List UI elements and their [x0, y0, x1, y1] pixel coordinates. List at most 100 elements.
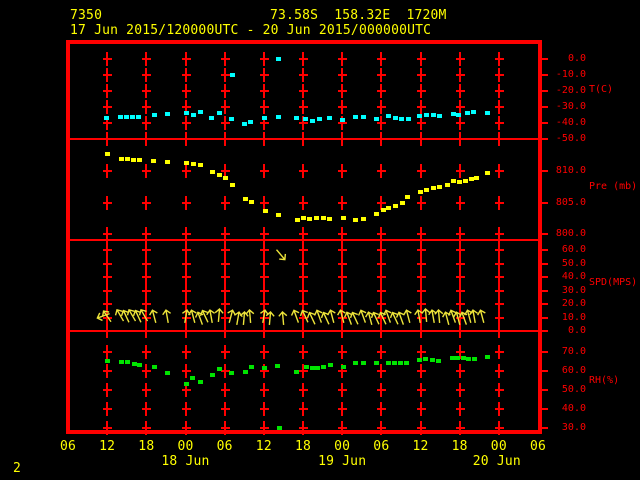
wind-arrow-icon: [239, 310, 249, 325]
axis-tick: [539, 351, 548, 353]
humidity-data-point: [229, 371, 235, 376]
pressure-data-point: [165, 160, 171, 165]
humidity-data-point: [310, 365, 316, 370]
grid-plus-vertical: [341, 132, 344, 146]
grid-plus-horizontal: [338, 427, 348, 429]
temperature-data-point: [184, 111, 190, 116]
humidity-data-point: [449, 356, 455, 361]
grid-plus-horizontal: [416, 351, 426, 353]
grid-plus-horizontal: [220, 370, 230, 372]
page-number: 2: [13, 461, 22, 476]
grid-plus-horizontal: [259, 201, 269, 204]
grid-plus-horizontal: [259, 74, 269, 76]
temperature-data-point: [152, 113, 158, 117]
pressure-data-point: [216, 173, 222, 178]
grid-plus-horizontal: [455, 351, 465, 353]
grid-plus-horizontal: [142, 90, 152, 92]
axis-tick-label: 20.0: [561, 298, 586, 309]
grid-plus-horizontal: [220, 351, 230, 353]
grid-plus-horizontal: [142, 249, 152, 251]
temperature-data-point: [165, 112, 171, 117]
wind-arrow-icon: [357, 309, 367, 323]
grid-plus-horizontal: [103, 170, 113, 172]
grid-plus-horizontal: [494, 316, 504, 319]
hour-label: 00: [177, 439, 194, 454]
temperature-data-point: [310, 119, 316, 124]
grid-plus-horizontal: [142, 74, 152, 76]
pressure-data-point: [445, 182, 451, 187]
grid-plus-horizontal: [181, 351, 191, 353]
grid-plus-vertical: [458, 233, 461, 247]
grid-plus-horizontal: [416, 389, 426, 391]
grid-plus-horizontal: [181, 201, 191, 204]
date-label: 19 Jun: [318, 454, 367, 469]
grid-plus-horizontal: [181, 427, 191, 429]
wind-arrow-icon: [199, 309, 209, 323]
temperature-data-point: [261, 116, 267, 121]
axis-tick-label: 40.0: [561, 271, 586, 282]
axis-tick-label: -10.0: [555, 69, 586, 80]
pressure-data-point: [210, 170, 216, 175]
grid-plus-horizontal: [416, 408, 426, 410]
humidity-data-point: [436, 358, 442, 363]
pressure-data-point: [306, 216, 312, 221]
wind-arrow-icon: [149, 309, 158, 324]
grid-plus-vertical: [184, 132, 187, 146]
wind-arrow-icon: [327, 309, 337, 324]
grid-plus-horizontal: [181, 370, 191, 372]
humidity-data-point: [105, 358, 111, 363]
axis-tick-label: 50.0: [561, 384, 586, 395]
hour-label: 18: [294, 439, 312, 454]
temperature-data-point: [353, 115, 359, 120]
grid-plus-horizontal: [338, 408, 348, 410]
axis-tick: [539, 330, 548, 332]
pressure-data-point: [374, 211, 380, 216]
grid-plus-horizontal: [416, 122, 426, 124]
grid-plus-horizontal: [455, 201, 465, 204]
grid-plus-horizontal: [494, 90, 504, 92]
wind-arrow-icon: [434, 309, 444, 324]
temperature-data-point: [327, 116, 333, 121]
axis-tick-label: 30.0: [561, 422, 586, 433]
grid-plus-horizontal: [494, 74, 504, 76]
axis-tick-label: 800.0: [555, 228, 586, 239]
grid-plus-horizontal: [455, 276, 465, 278]
wind-arrow-icon: [350, 311, 359, 325]
grid-plus-horizontal: [142, 262, 152, 265]
wind-arrow-icon: [102, 310, 112, 323]
temperature-data-point: [276, 115, 282, 120]
grid-plus-horizontal: [299, 170, 308, 172]
grid-plus-vertical: [497, 233, 500, 247]
axis-tick: [539, 90, 548, 92]
grid-plus-horizontal: [103, 408, 113, 410]
pressure-data-point: [361, 216, 367, 221]
pressure-data-point: [468, 177, 474, 182]
wind-arrow-icon: [120, 309, 130, 323]
humidity-data-point: [293, 369, 299, 374]
grid-plus-vertical: [419, 132, 422, 146]
wind-arrow-icon: [320, 311, 330, 325]
grid-plus-horizontal: [299, 201, 308, 204]
humidity-data-point: [118, 360, 124, 365]
temperature-data-point: [103, 116, 109, 121]
grid-plus-horizontal: [377, 170, 387, 172]
grid-plus-horizontal: [259, 106, 269, 108]
grid-plus-vertical: [145, 324, 148, 338]
grid-plus-vertical: [419, 233, 422, 247]
axis-tick-label: 0.0: [567, 53, 586, 64]
grid-plus-horizontal: [299, 262, 308, 265]
wind-arrow-icon: [278, 310, 288, 325]
humidity-data-point: [165, 371, 171, 376]
grid-plus-horizontal: [299, 289, 308, 292]
grid-plus-horizontal: [220, 276, 230, 278]
pressure-data-point: [242, 196, 248, 201]
temperature-data-point: [385, 113, 391, 118]
grid-plus-horizontal: [181, 106, 191, 108]
wind-arrow-icon: [187, 309, 197, 324]
grid-plus-horizontal: [494, 289, 504, 292]
grid-plus-horizontal: [377, 303, 387, 305]
temperature-data-point: [374, 117, 380, 121]
humidity-data-point: [276, 426, 282, 430]
hour-label: 06: [59, 439, 77, 454]
